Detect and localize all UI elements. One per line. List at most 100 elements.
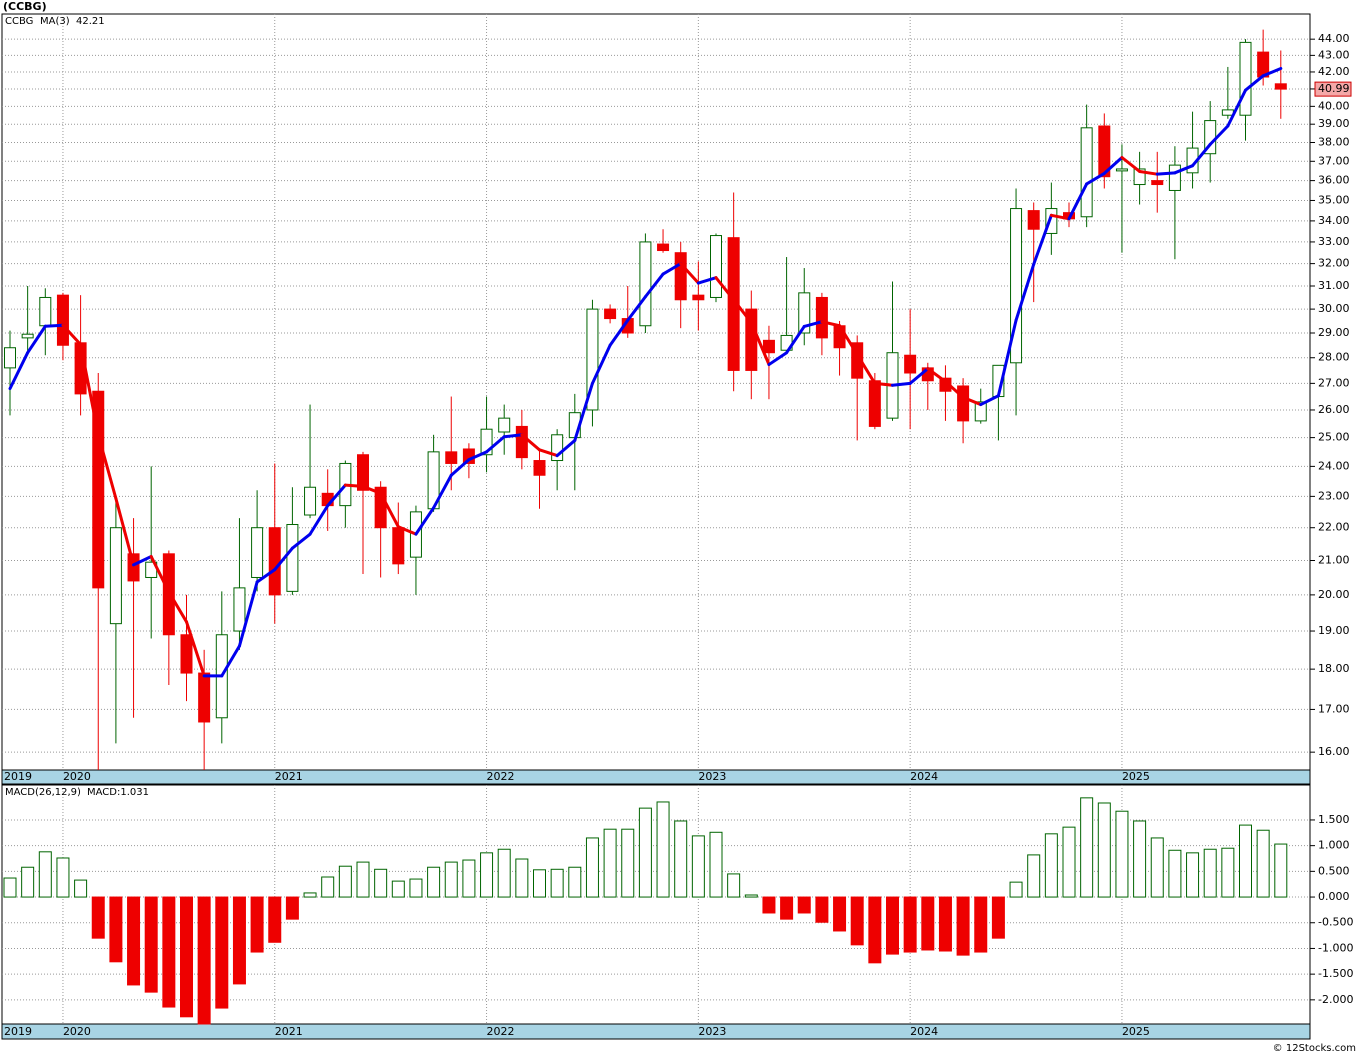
ma-line xyxy=(767,351,789,367)
ma-line xyxy=(696,276,718,285)
x-tick-label: 2023 xyxy=(698,770,726,783)
y-tick-label: 27.00 xyxy=(1318,376,1350,389)
legend-macd-name: MACD: xyxy=(87,787,120,798)
ma-line xyxy=(61,323,83,347)
ma-line xyxy=(379,491,400,529)
ma-line xyxy=(43,323,65,328)
candle-body xyxy=(957,385,970,422)
legend-macd-value: 1.031 xyxy=(120,787,149,798)
ma-line xyxy=(943,380,965,399)
candle-body xyxy=(762,339,775,354)
y-tick-label: 1.000 xyxy=(1318,839,1350,852)
x-tick-label: 2024 xyxy=(910,770,938,783)
macd-bar xyxy=(391,880,405,898)
y-tick-label: 21.00 xyxy=(1318,553,1350,566)
y-tick-label: -1.500 xyxy=(1318,967,1353,980)
ma-line xyxy=(608,318,630,347)
ma-line xyxy=(891,381,912,387)
macd-bar xyxy=(462,859,476,898)
macd-bar xyxy=(444,861,458,898)
ma-line xyxy=(520,433,541,452)
ma-line xyxy=(1261,66,1283,78)
macd-bar xyxy=(938,896,952,952)
y-tick-label: 33.00 xyxy=(1318,235,1350,248)
ma-line xyxy=(114,497,136,567)
y-tick-label: 43.00 xyxy=(1318,48,1350,61)
y-tick-label: 30.00 xyxy=(1318,302,1350,315)
ma-line xyxy=(785,324,806,355)
candle-body xyxy=(1168,164,1181,191)
ma-line xyxy=(996,318,1018,398)
macd-bar xyxy=(374,868,388,898)
macd-bar xyxy=(285,896,299,920)
ma-line xyxy=(1208,124,1230,146)
macd-bar xyxy=(815,896,829,923)
ma-line xyxy=(1067,182,1089,221)
ma-line xyxy=(873,381,894,387)
macd-bar xyxy=(409,878,423,898)
y-tick-label: 38.00 xyxy=(1318,136,1350,149)
ma-line xyxy=(838,324,859,356)
ma-line xyxy=(396,525,418,536)
ma-line xyxy=(79,343,100,437)
macd-bar xyxy=(1115,810,1129,898)
x-tick-label: 2021 xyxy=(275,770,303,783)
macd-bar xyxy=(144,896,158,993)
candle-body xyxy=(251,527,264,578)
macd-bar xyxy=(162,896,176,1008)
macd-bar xyxy=(744,894,758,898)
ma-line xyxy=(1085,171,1106,186)
x-tick-label: 2019 xyxy=(4,770,32,783)
ma-line xyxy=(802,320,824,328)
candle-body xyxy=(233,587,246,632)
ma-line xyxy=(185,620,206,678)
macd-bar xyxy=(3,877,17,898)
y-tick-label: 0.500 xyxy=(1318,864,1350,877)
candle-body xyxy=(21,333,34,339)
candle-body xyxy=(904,354,917,374)
legend-ma: MA(3) xyxy=(40,16,70,27)
ma-line xyxy=(502,433,524,439)
x-tick-label: 2021 xyxy=(275,1025,303,1038)
y-tick-label: 31.00 xyxy=(1318,279,1350,292)
macd-bar xyxy=(674,820,688,898)
candle-body xyxy=(445,451,458,464)
macd-bar xyxy=(762,896,776,914)
x-tick-label: 2024 xyxy=(910,1025,938,1038)
macd-bar xyxy=(1239,824,1252,898)
ma-line xyxy=(26,324,47,355)
ma-line xyxy=(1049,213,1071,221)
candle-body xyxy=(1098,125,1111,178)
ma-line xyxy=(732,298,753,325)
y-tick-label: 0.000 xyxy=(1318,890,1350,903)
ma-line xyxy=(237,580,259,648)
x-tick-label: 2019 xyxy=(4,1025,32,1038)
ma-line xyxy=(326,483,347,508)
ma-line xyxy=(167,590,188,624)
ma-line xyxy=(449,458,471,477)
macd-bar xyxy=(215,896,229,1009)
y-tick-label: -2.000 xyxy=(1318,993,1353,1006)
macd-bar xyxy=(515,858,529,898)
y-tick-label: 39.00 xyxy=(1318,117,1350,130)
candle-body xyxy=(974,401,987,422)
y-tick-label: 22.00 xyxy=(1318,521,1350,534)
macd-bar xyxy=(797,896,811,914)
last-price-box xyxy=(1314,81,1352,97)
last-price-label: 40.99 xyxy=(1318,82,1350,95)
ma-line xyxy=(590,343,612,385)
ma-line xyxy=(926,367,947,384)
ma-line xyxy=(1191,142,1212,168)
y-tick-label: 32.00 xyxy=(1318,257,1350,270)
candle-body xyxy=(692,294,705,301)
candle-body xyxy=(180,634,193,674)
macd-bar xyxy=(850,896,864,946)
x-tick-label: 2022 xyxy=(487,770,515,783)
candle-body xyxy=(586,308,599,411)
candle-body xyxy=(657,243,670,252)
ma-line xyxy=(149,554,171,594)
ma-line xyxy=(1032,213,1053,266)
macd-bar xyxy=(991,896,1005,939)
macd-bar xyxy=(886,896,899,955)
